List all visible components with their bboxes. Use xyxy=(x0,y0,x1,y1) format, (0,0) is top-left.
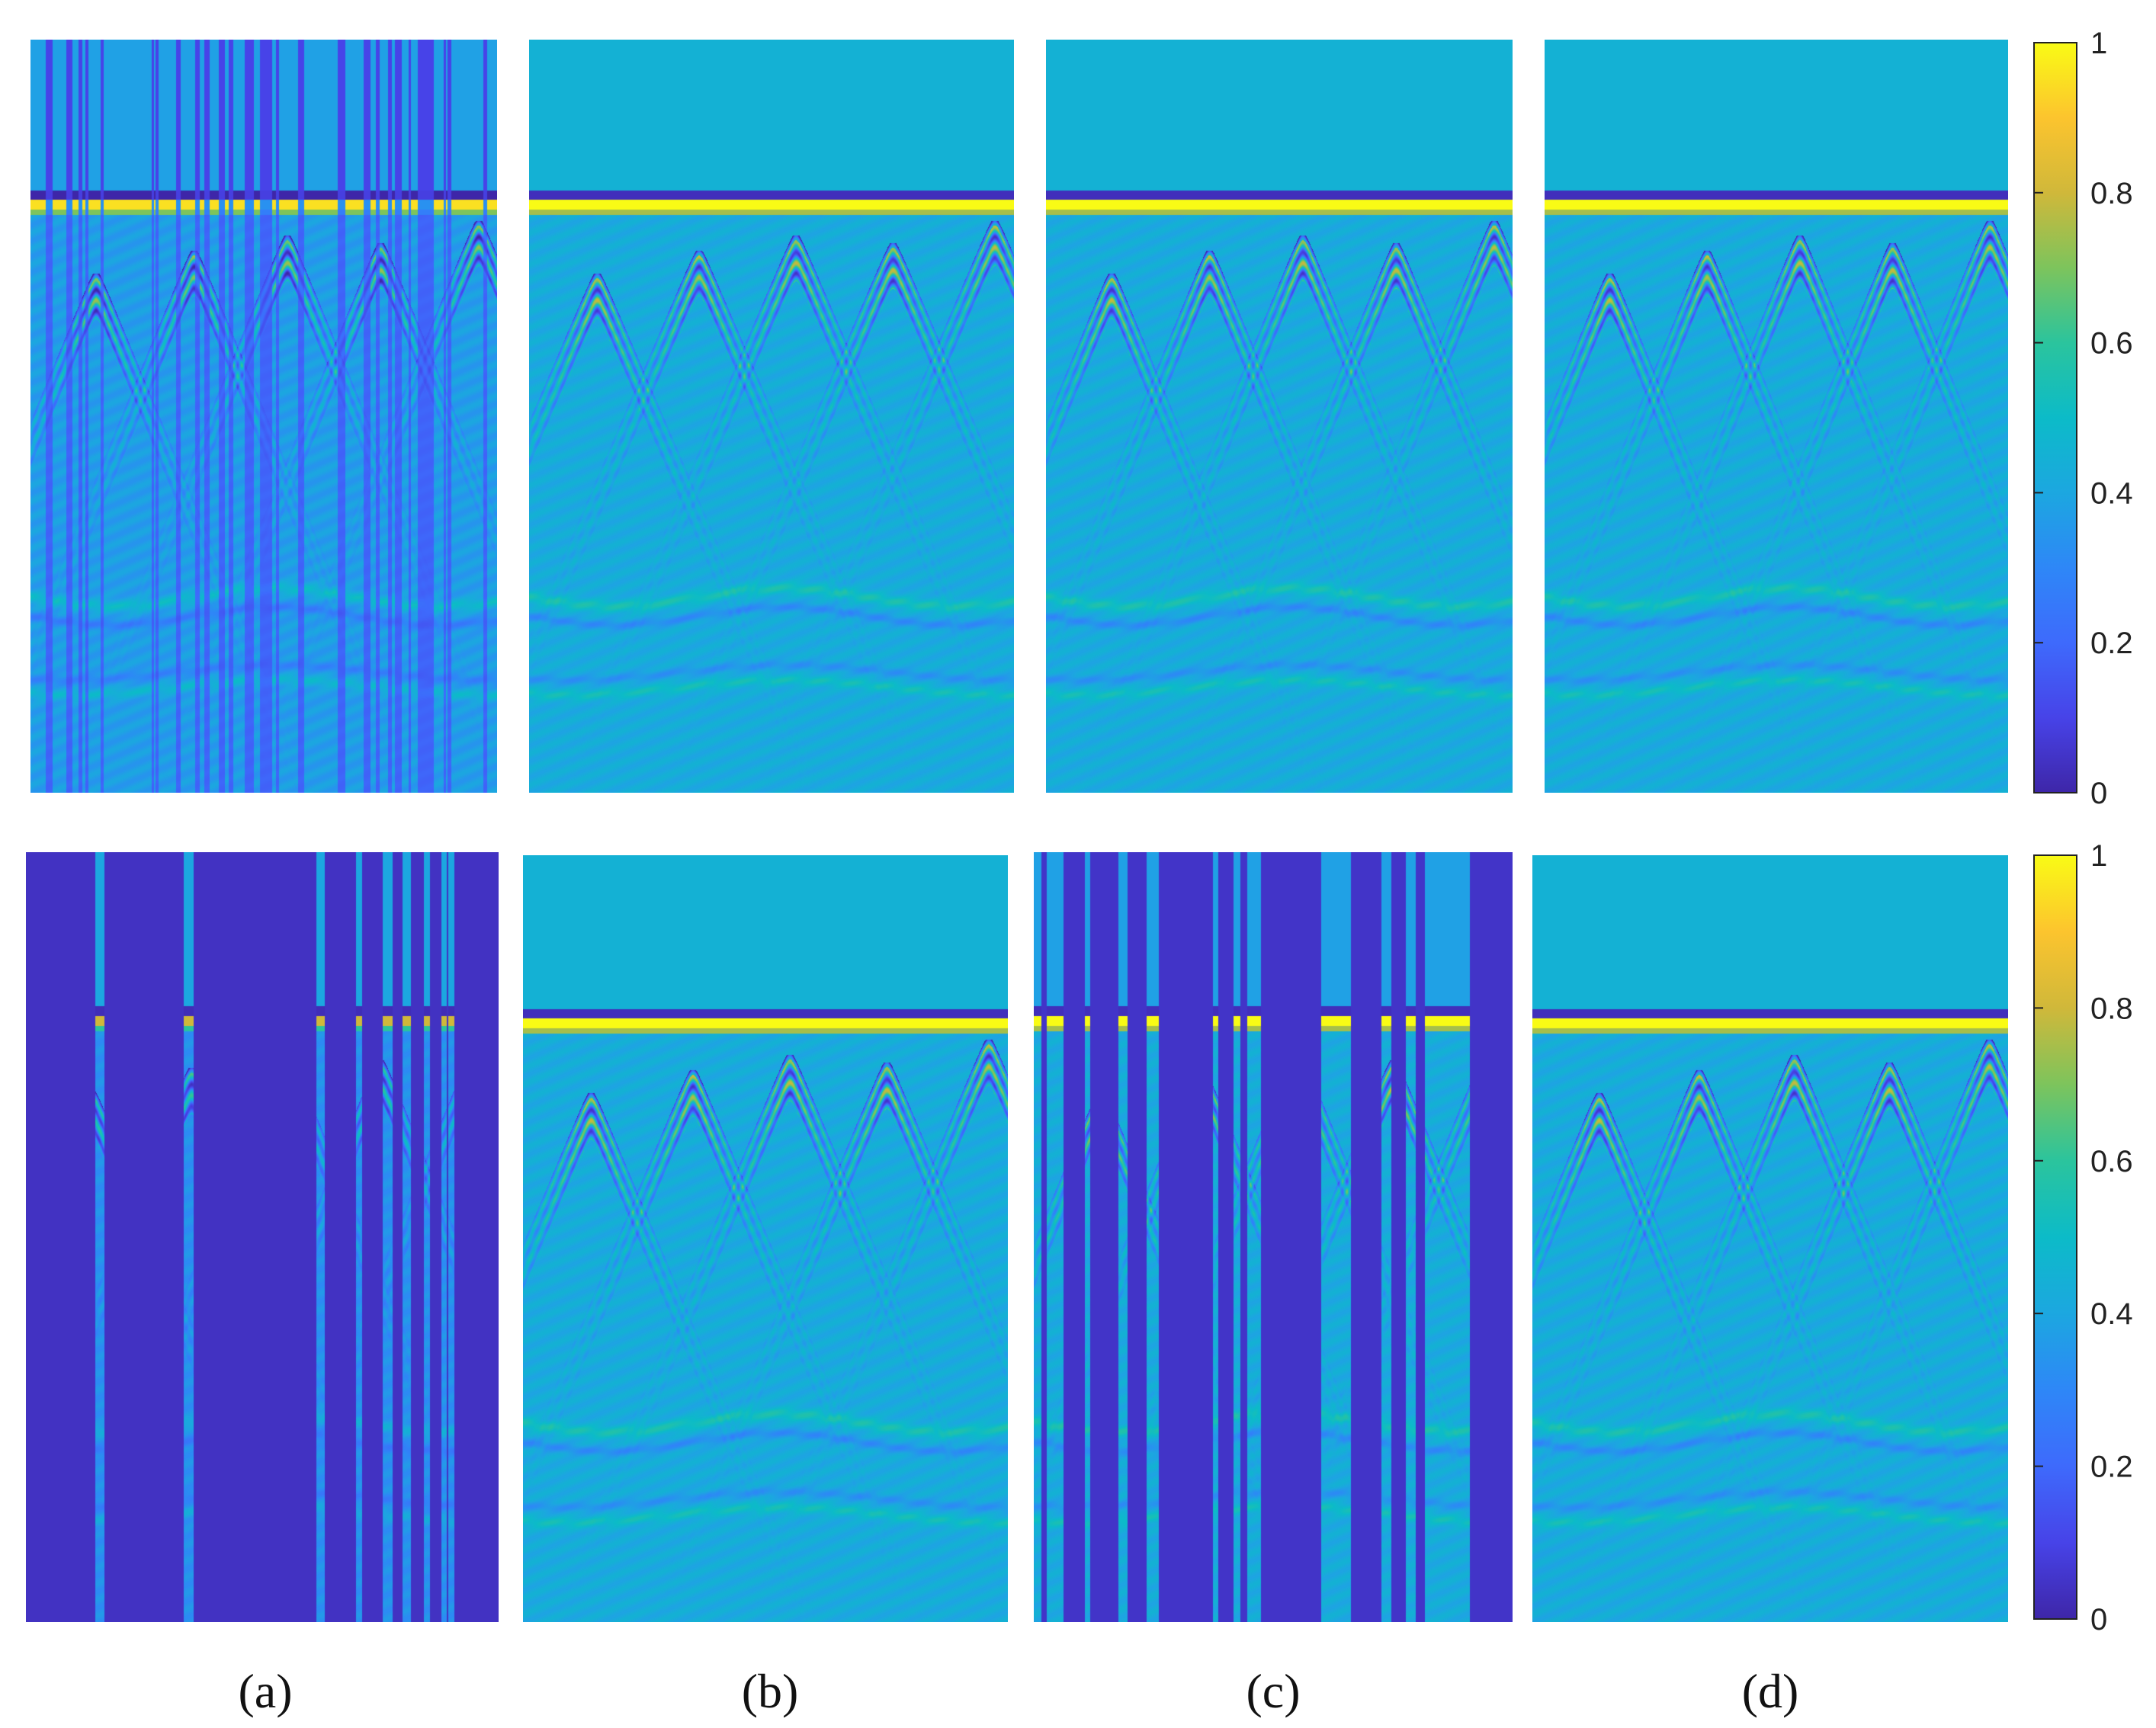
heatmap-panel-2 xyxy=(529,40,1014,793)
cb-top-ticks-tick-label: 1 xyxy=(2090,27,2107,60)
cb-bottom-ticks-tick-label: 0.8 xyxy=(2090,992,2133,1025)
cb-top-ticks-tick-label: 0 xyxy=(2090,777,2107,810)
colorbar-bottom: 0 0.2 0.4 0.6 0.8 1 xyxy=(2033,839,2133,1637)
panel-label-b: (b) xyxy=(742,1664,799,1718)
heatmap-panel-5 xyxy=(26,852,499,1622)
cb-top-ticks-tick-label: 0.4 xyxy=(2090,476,2133,510)
panel-label-a: (a) xyxy=(238,1664,292,1718)
heatmap-panel-8 xyxy=(1532,855,2008,1622)
cb-bottom-ticks-tick-label: 0.6 xyxy=(2090,1145,2133,1178)
cb-bottom-ticks-tick-label: 1 xyxy=(2090,839,2107,873)
cb-bottom-ticks-tick-label: 0.2 xyxy=(2090,1451,2133,1484)
panel-label-c: (c) xyxy=(1246,1664,1300,1718)
heatmap-panel-4 xyxy=(1545,40,2008,793)
cb-top-ticks-tick-label: 0.2 xyxy=(2090,627,2133,660)
colorbar-bottom-gradient xyxy=(2033,854,2077,1620)
cb-bottom-ticks-tick-label: 0 xyxy=(2090,1603,2107,1637)
heatmap-panel-7 xyxy=(1034,852,1513,1622)
heatmap-panel-6 xyxy=(523,855,1008,1622)
colorbar-top-gradient xyxy=(2033,42,2077,793)
cb-top-ticks-tick-label: 0.8 xyxy=(2090,177,2133,210)
heatmap-panel-1 xyxy=(30,40,497,793)
cb-top-ticks-tick-label: 0.6 xyxy=(2090,327,2133,361)
panel-label-d: (d) xyxy=(1742,1664,1799,1718)
heatmap-panel-3 xyxy=(1046,40,1513,793)
cb-bottom-ticks-tick-label: 0.4 xyxy=(2090,1297,2133,1331)
colorbar-top: 0 0.2 0.4 0.6 0.8 1 xyxy=(2033,27,2133,810)
